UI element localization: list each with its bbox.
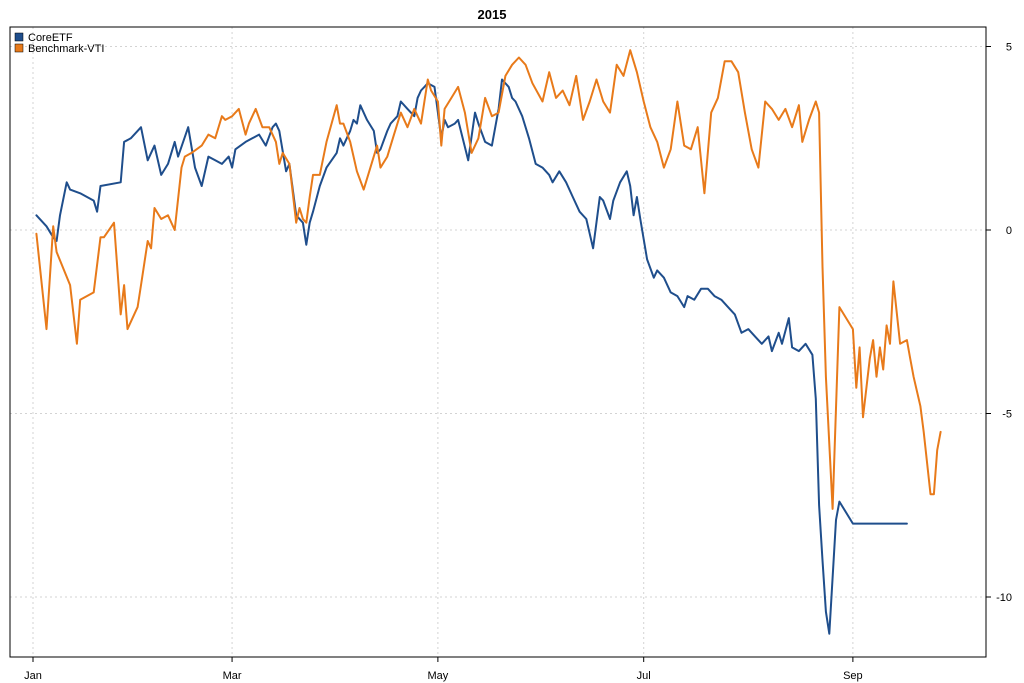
axis-layer: Jan Mar May Jul Sep 5 0 -5 -10 [24, 42, 1012, 683]
grid-layer [10, 27, 986, 657]
x-tick-label: Jul [637, 670, 651, 682]
y-tick-label: -5 [1002, 409, 1012, 421]
legend-label-coreetf: CoreETF [28, 32, 73, 44]
series-layer [35, 49, 942, 635]
x-tick-label: Mar [223, 670, 242, 682]
x-tick-label: Sep [843, 670, 863, 682]
x-tick-label: May [427, 670, 448, 682]
series-line-coreetf [35, 78, 908, 635]
plot-frame [9, 26, 987, 658]
y-tick-label: 5 [1006, 42, 1012, 54]
legend-swatch-coreetf [14, 32, 24, 42]
legend-swatch-benchmark-vti [14, 43, 24, 53]
legend-label-benchmark-vti: Benchmark-VTI [28, 43, 104, 55]
series-line-benchmark-vti [35, 49, 942, 510]
y-tick-label: -10 [996, 592, 1012, 604]
y-tick-label: 0 [1006, 225, 1012, 237]
chart-title: 2015 [478, 7, 507, 22]
x-tick-label: Jan [24, 670, 42, 682]
